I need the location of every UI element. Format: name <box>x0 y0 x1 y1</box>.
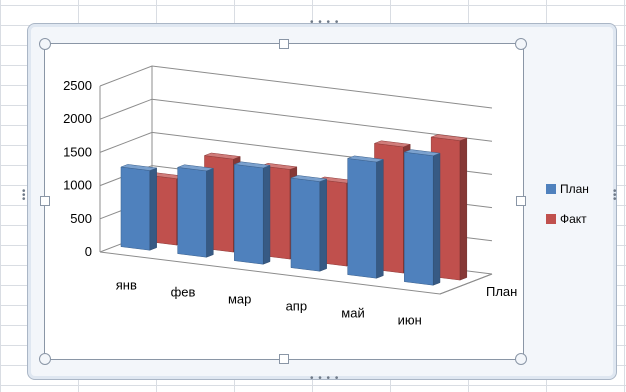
resize-handle-bottom-left[interactable] <box>39 353 51 365</box>
bar-side <box>432 152 441 286</box>
depth-axis-line <box>439 273 493 295</box>
bar-front <box>404 151 434 286</box>
x-tick-label: апр <box>286 299 308 314</box>
bar-План-янв <box>120 164 157 251</box>
chart-legend: План Факт <box>546 178 589 238</box>
resize-grip-right[interactable]: • • • <box>613 186 618 205</box>
x-tick-label: фев <box>171 285 196 300</box>
y-tick-label: 2500 <box>63 78 92 93</box>
legend-swatch-fact <box>546 214 556 224</box>
y-tick-label: 1500 <box>63 144 92 159</box>
bar-План-апр <box>290 175 327 272</box>
bar-side <box>459 137 468 281</box>
legend-label-plan: План <box>560 182 589 196</box>
bar-План-июн <box>404 149 441 286</box>
bar-top <box>374 140 411 148</box>
bar-top <box>431 134 467 141</box>
bar-План-май <box>347 155 384 279</box>
bar-side <box>376 159 384 279</box>
resize-handle-left[interactable] <box>40 196 50 206</box>
legend-swatch-plan <box>546 184 556 194</box>
bar-top <box>120 164 157 171</box>
legend-label-fact: Факт <box>560 212 587 226</box>
bar-front <box>177 167 207 258</box>
bar-top <box>261 163 297 170</box>
bar-front <box>120 166 151 251</box>
resize-grip-top[interactable]: • • • • <box>310 17 340 28</box>
resize-handle-top-left[interactable] <box>39 38 51 50</box>
depth-axis-label: План <box>486 284 517 299</box>
y-tick-label: 1000 <box>63 178 92 193</box>
bar-План-мар <box>234 161 271 265</box>
legend-item-fact: Факт <box>546 208 589 230</box>
bar-top <box>404 149 441 157</box>
resize-handle-right[interactable] <box>516 196 526 206</box>
bar-План-фев <box>177 164 214 258</box>
bar-top <box>234 161 271 169</box>
bar-top <box>290 175 327 182</box>
legend-item-plan: План <box>546 178 589 200</box>
x-tick-label: май <box>341 306 364 321</box>
x-tick-label: мар <box>228 292 251 307</box>
gridline-2500 <box>99 65 493 109</box>
bar-side <box>206 167 214 258</box>
bar-top <box>177 164 214 172</box>
chart-labels: 0 500 1000 1500 2000 2500 янв фев мар апр май июн Пл… <box>63 78 517 328</box>
resize-grip-left[interactable]: • • • <box>22 186 27 205</box>
resize-handle-top[interactable] <box>279 39 289 49</box>
bar-front <box>234 164 264 265</box>
bar-top <box>204 152 241 160</box>
bar-front <box>290 177 321 272</box>
x-tick-label: янв <box>116 278 137 293</box>
y-tick-label: 0 <box>85 244 92 259</box>
resize-handle-top-right[interactable] <box>515 38 527 50</box>
bar-side <box>149 167 157 251</box>
y-tick-label: 500 <box>70 211 92 226</box>
bar-front <box>347 158 377 279</box>
bar-side <box>319 178 327 272</box>
bar-top <box>347 155 384 163</box>
resize-handle-bottom-right[interactable] <box>515 353 527 365</box>
gridline-2000 <box>99 98 493 142</box>
resize-grip-bottom[interactable]: • • • • <box>310 373 340 384</box>
bar-side <box>262 164 271 265</box>
resize-handle-bottom[interactable] <box>279 354 289 364</box>
x-tick-label: июн <box>398 313 422 328</box>
chart-bars <box>120 134 468 286</box>
y-tick-label: 2000 <box>63 111 92 126</box>
